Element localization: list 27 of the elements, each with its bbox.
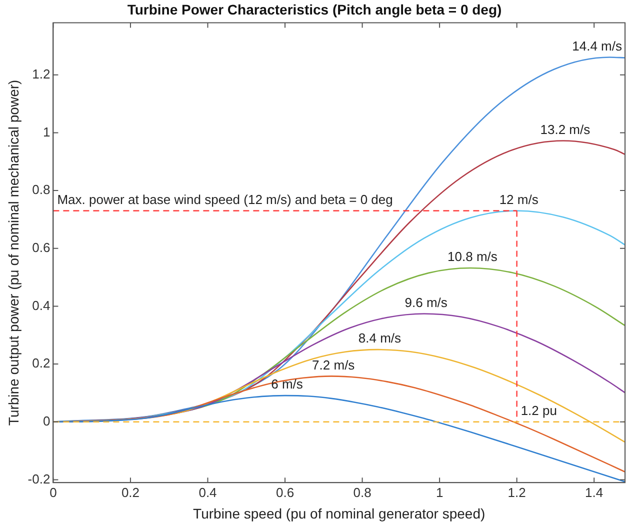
- x-tick-label: 1.4: [585, 484, 604, 500]
- y-tick-label: 1.2: [32, 66, 50, 82]
- annotation: Max. power at base wind speed (12 m/s) and beta = 0 deg: [57, 192, 393, 207]
- series-label: 13.2 m/s: [540, 122, 591, 137]
- x-axis-title: Turbine speed (pu of nominal generator speed): [193, 505, 486, 522]
- chart-title: Turbine Power Characteristics (Pitch angle beta = 0 deg): [127, 1, 502, 18]
- y-tick-label: -0.2: [28, 471, 50, 486]
- ref-line-label: 1.2 pu: [520, 402, 557, 418]
- y-tick-label: 0.6: [32, 240, 50, 255]
- y-tick-label: 0.4: [32, 298, 50, 313]
- y-tick-label: 0.2: [32, 356, 50, 371]
- x-tick-label: 0.4: [198, 484, 217, 500]
- series-label: 8.4 m/s: [358, 330, 402, 346]
- x-tick-label: 0.2: [121, 484, 140, 500]
- series-label: 10.8 m/s: [448, 249, 498, 264]
- y-tick-label: 0: [42, 413, 50, 428]
- series-label: 9.6 m/s: [404, 294, 448, 310]
- x-tick-label: 1: [436, 484, 444, 500]
- series-label: 12 m/s: [499, 192, 539, 207]
- series-label: 7.2 m/s: [312, 357, 356, 372]
- y-tick-label: 1: [42, 124, 50, 140]
- x-tick-label: 1.2: [508, 484, 526, 500]
- x-tick-label: 0.8: [353, 484, 372, 500]
- y-axis-title: Turbine output power (pu of nominal mechanical power): [5, 80, 22, 426]
- series-label: 14.4 m/s: [572, 38, 622, 54]
- y-tick-label: 0.8: [32, 182, 50, 198]
- x-tick-label: 0.6: [276, 484, 294, 500]
